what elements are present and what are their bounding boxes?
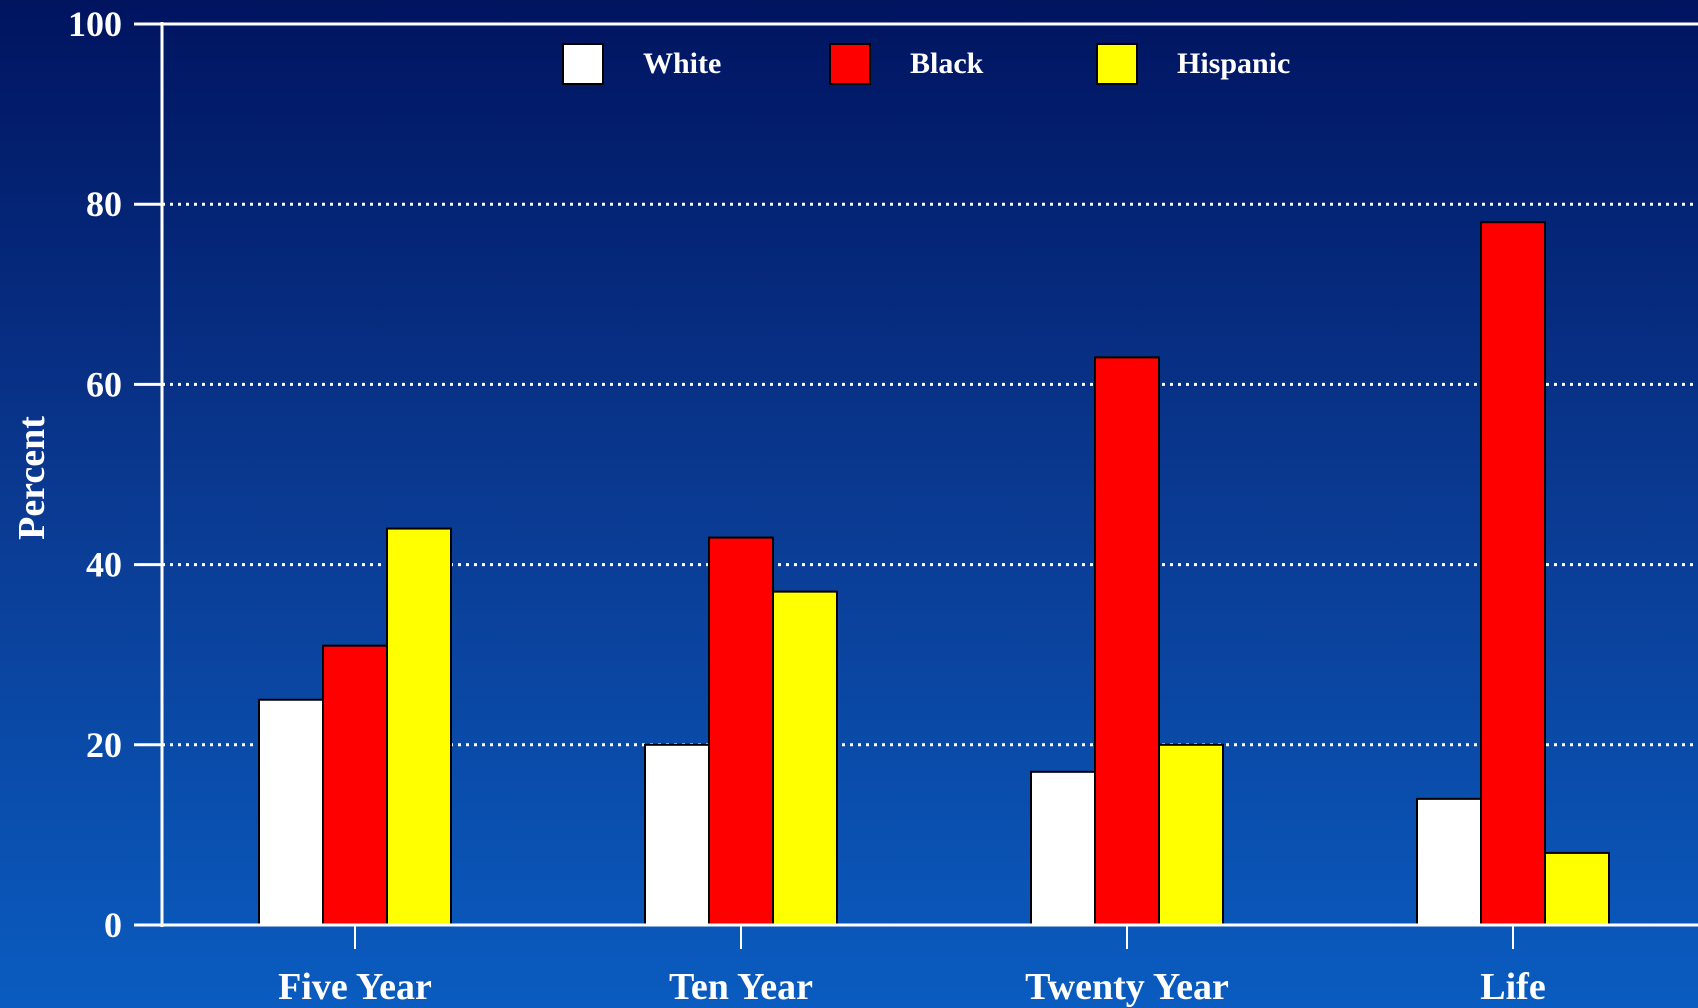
y-tick-label: 0 (104, 905, 122, 945)
bar-white-ten-year (644, 743, 710, 926)
y-tick-label: 100 (68, 4, 122, 44)
x-tick-label: Twenty Year (1025, 966, 1229, 1008)
bar-black-life (1480, 221, 1546, 927)
legend-swatch (829, 43, 871, 85)
y-tick-label: 40 (86, 545, 122, 585)
axes (134, 22, 1698, 949)
x-tick-labels: Five Year Ten Year Twenty Year Life (278, 966, 1546, 1008)
legend-swatch (1096, 43, 1138, 85)
x-tick-label: Five Year (278, 966, 432, 1008)
bar-hispanic-ten-year (772, 590, 838, 926)
bar-black-ten-year (708, 536, 774, 926)
legend: White Black Hispanic (562, 43, 1290, 85)
bar-black-twenty-year (1094, 356, 1160, 926)
bar-white-twenty-year (1030, 770, 1096, 927)
bar-white-life (1416, 797, 1482, 926)
legend-item-hispanic: Hispanic (1096, 43, 1290, 85)
x-tick-label: Life (1480, 966, 1545, 1008)
bar-hispanic-twenty-year (1158, 743, 1224, 926)
legend-item-white: White (562, 43, 721, 85)
bar-black-five-year (322, 644, 388, 926)
y-tick-label: 20 (86, 725, 122, 765)
legend-label: Hispanic (1177, 47, 1290, 80)
y-axis-title: Percent (11, 416, 53, 540)
legend-label: Black (910, 47, 984, 80)
bar-hispanic-life (1544, 851, 1610, 926)
bar-white-five-year (258, 698, 324, 926)
y-tick-label: 60 (86, 364, 122, 404)
legend-label: White (643, 47, 721, 80)
bar-hispanic-five-year (386, 527, 452, 926)
y-tick-labels: 0 20 40 60 80 100 (68, 4, 122, 945)
legend-item-black: Black (829, 43, 984, 85)
y-tick-label: 80 (86, 184, 122, 224)
x-tick-label: Ten Year (669, 966, 813, 1008)
bars (258, 221, 1610, 927)
legend-swatch (562, 43, 604, 85)
